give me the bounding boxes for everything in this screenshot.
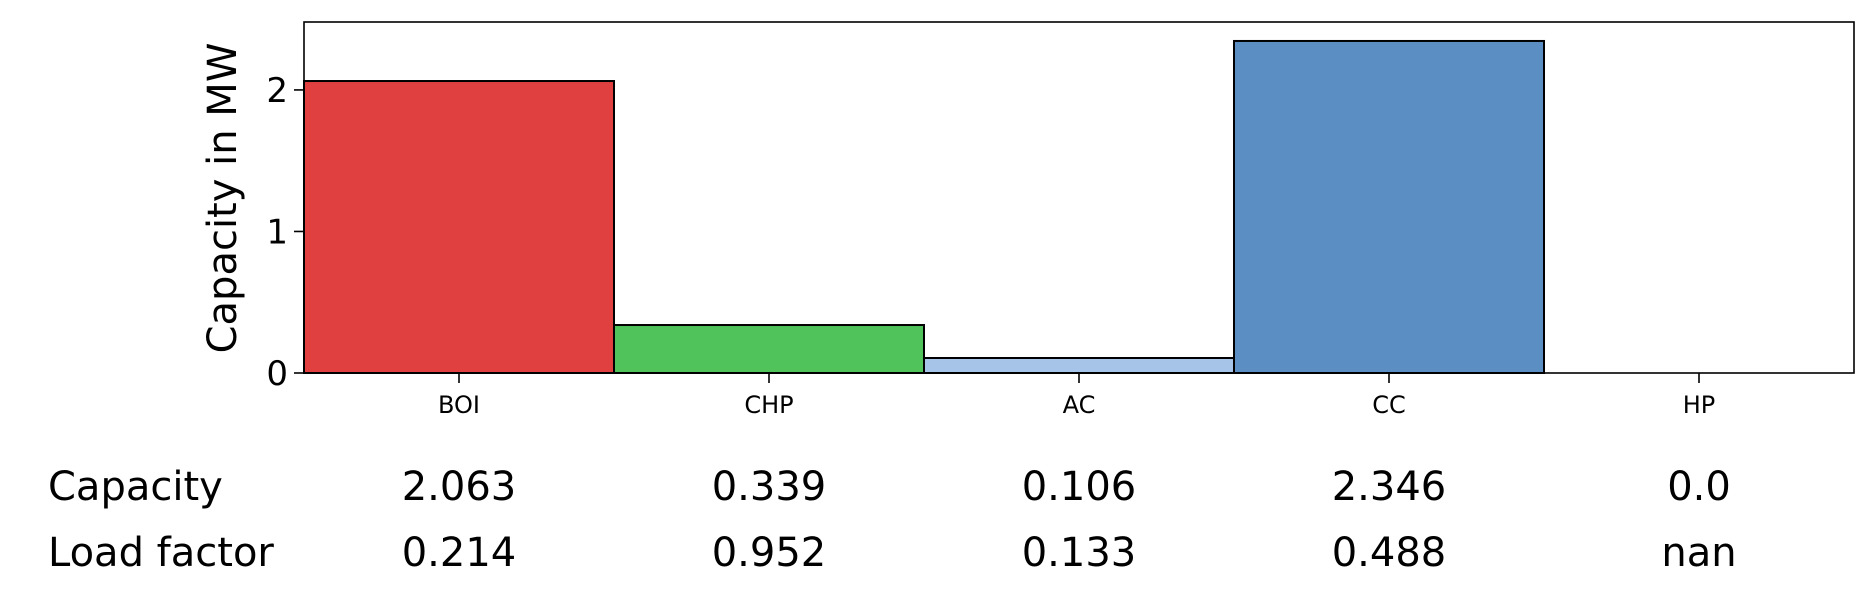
y-axis: 0 1 2 [266,71,304,394]
bar-ac [923,356,1235,375]
table-cell: 0.339 [712,464,827,510]
bar-chp [613,324,925,375]
table-cell: 2.063 [402,464,517,510]
x-tick-label: HP [1683,391,1716,419]
bar-boi [303,80,615,374]
table-cell: 0.0 [1667,464,1731,510]
y-tick-label: 1 [266,212,288,252]
table-cell: 0.106 [1022,464,1137,510]
table-row-label: Load factor [48,530,274,576]
x-tick-label: BOI [438,391,480,419]
table-cell: 0.952 [712,530,827,576]
data-table: Capacity 2.063 0.339 0.106 2.346 0.0 Load fact… [48,464,1737,576]
table-cell: 0.488 [1332,530,1447,576]
y-tick-label: 2 [266,71,288,111]
table-cell: 0.214 [402,530,517,576]
bars-layer [303,39,1545,375]
table-cell: 2.346 [1332,464,1447,510]
x-tick-label: AC [1063,391,1096,419]
y-tick-label: 0 [266,354,288,394]
table-row-label: Capacity [48,464,223,510]
bar-cc [1233,39,1545,374]
x-tick-label: CHP [744,391,793,419]
x-axis: BOI CHP AC CC HP [438,373,1715,419]
x-tick-label: CC [1372,391,1406,419]
table-cell: 0.133 [1022,530,1137,576]
table-cell: nan [1661,530,1736,576]
y-axis-label: Capacity in MW [200,43,246,354]
